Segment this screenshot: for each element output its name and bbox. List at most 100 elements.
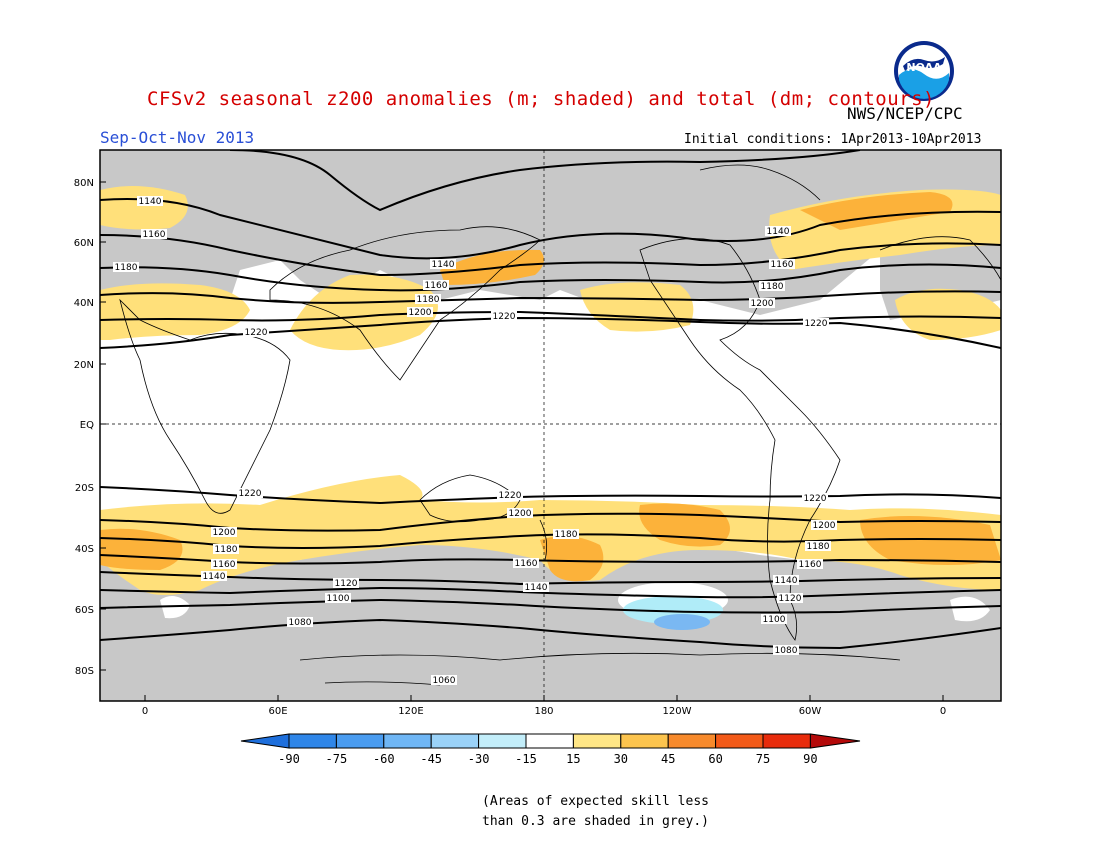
colorbar-right-arrow <box>809 733 861 749</box>
initial-conditions-label: Initial conditions: 1Apr2013-10Apr2013 <box>684 132 982 147</box>
contour-label: 1220 <box>804 494 827 504</box>
contour-label: 1220 <box>499 491 522 501</box>
contour-label: 1060 <box>433 676 456 686</box>
contour-label: 1160 <box>799 560 822 570</box>
lon-label: 60W <box>799 706 822 717</box>
longitude-axis: 0 60E 120E 180 120W 60W 0 <box>142 695 946 717</box>
colorbar-segment <box>335 733 385 749</box>
contour-label-bg <box>141 229 167 239</box>
contour-label-bg <box>423 280 449 290</box>
contour-label: 1160 <box>213 560 236 570</box>
contour-label: 1180 <box>417 295 440 305</box>
contour-label-bg <box>287 617 313 627</box>
contour-label: 1140 <box>775 576 798 586</box>
colorbar-left-arrow <box>240 733 290 749</box>
contour-label: 1080 <box>289 618 312 628</box>
contour-label: 1100 <box>327 594 350 604</box>
contour-label-bg <box>507 508 533 518</box>
lat-label: 20S <box>75 483 94 494</box>
contour-label: 1220 <box>805 319 828 329</box>
lon-label: 120E <box>398 706 423 717</box>
contour-label-bg <box>430 259 456 269</box>
lat-label: 20N <box>74 360 94 371</box>
lat-label: 40S <box>75 544 94 555</box>
contour-label-bg <box>415 294 441 304</box>
contour-label-bg <box>211 527 237 537</box>
colorbar-segment <box>715 733 764 749</box>
contour-label: 1160 <box>515 559 538 569</box>
contour-label: 1220 <box>493 312 516 322</box>
contour-label: 1080 <box>775 646 798 656</box>
chart-title: CFSv2 seasonal z200 anomalies (m; shaded… <box>147 88 935 110</box>
colorbar-segment <box>572 733 622 749</box>
contour-label-bg <box>765 226 791 236</box>
colorbar-tick-label: 30 <box>614 752 628 766</box>
contour-label: 1100 <box>763 615 786 625</box>
contour-label-bg <box>513 558 539 568</box>
contour-label: 1220 <box>239 489 262 499</box>
contour-label: 1200 <box>213 528 236 538</box>
contour-label-bg <box>777 593 803 603</box>
lat-label: 60S <box>75 605 94 616</box>
height-contours <box>100 150 1001 650</box>
colorbar-tick-label: 45 <box>661 752 675 766</box>
colorbar-segment <box>525 733 574 749</box>
lon-label: 60E <box>268 706 287 717</box>
contour-label: 1180 <box>807 542 830 552</box>
contour-label: 1180 <box>115 263 138 273</box>
contour-label-bg <box>523 582 549 592</box>
contour-label: 1120 <box>335 579 358 589</box>
lon-label: 0 <box>142 706 148 717</box>
contour-labels: 1140114011401160116011601180118011801200… <box>113 196 837 686</box>
noaa-logo: NOAA <box>894 41 954 101</box>
contour-label-bg <box>491 311 517 321</box>
contour-label: 1160 <box>143 230 166 240</box>
contour-label: 1140 <box>203 572 226 582</box>
contour-label: 1180 <box>215 545 238 555</box>
contour-label-bg <box>237 488 263 498</box>
contour-label-bg <box>201 571 227 581</box>
colorbar-segment <box>762 733 811 749</box>
colorbar-tick-label: -90 <box>278 752 300 766</box>
contour-label: 1140 <box>767 227 790 237</box>
contour-label-bg <box>333 578 359 588</box>
contour-label-bg <box>749 298 775 308</box>
contour-label-bg <box>805 541 831 551</box>
lon-label: 0 <box>940 706 946 717</box>
contour-label: 1160 <box>771 260 794 270</box>
colorbar-segment <box>383 733 432 749</box>
colorbar-segment <box>430 733 480 749</box>
contour-label: 1200 <box>409 308 432 318</box>
skill-note-line-1: (Areas of expected skill less <box>482 794 709 809</box>
contour-label-bg <box>773 645 799 655</box>
contour-label: 1160 <box>425 281 448 291</box>
colorbar-tick-label: -60 <box>373 752 395 766</box>
contour-label-bg <box>137 196 163 206</box>
lat-label: 80N <box>74 178 94 189</box>
contour-label: 1140 <box>432 260 455 270</box>
contour-label-bg <box>407 307 433 317</box>
contour-label-bg <box>497 490 523 500</box>
colorbar-tick-label: 90 <box>803 752 817 766</box>
contour-label: 1140 <box>525 583 548 593</box>
contour-label-bg <box>431 675 457 685</box>
lat-label: 80S <box>75 666 94 677</box>
contour-label-bg <box>769 259 795 269</box>
contour-label: 1140 <box>139 197 162 207</box>
colorbar-segment <box>667 733 717 749</box>
contour-label: 1220 <box>245 328 268 338</box>
skill-note-line-2: than 0.3 are shaded in grey.) <box>482 814 709 829</box>
positive-anomaly-north <box>100 186 1001 351</box>
contour-label-bg <box>773 575 799 585</box>
lon-label: 120W <box>663 706 692 717</box>
colorbar-tick-label: -75 <box>326 752 348 766</box>
contour-label-bg <box>211 559 237 569</box>
contour-label-bg <box>803 318 829 328</box>
contour-label-bg <box>243 327 269 337</box>
colorbar-tick-label: 75 <box>756 752 770 766</box>
contour-label: 1180 <box>761 282 784 292</box>
grid-lines <box>100 150 1001 701</box>
contour-label-bg <box>811 520 837 530</box>
colorbar-segment <box>478 733 527 749</box>
